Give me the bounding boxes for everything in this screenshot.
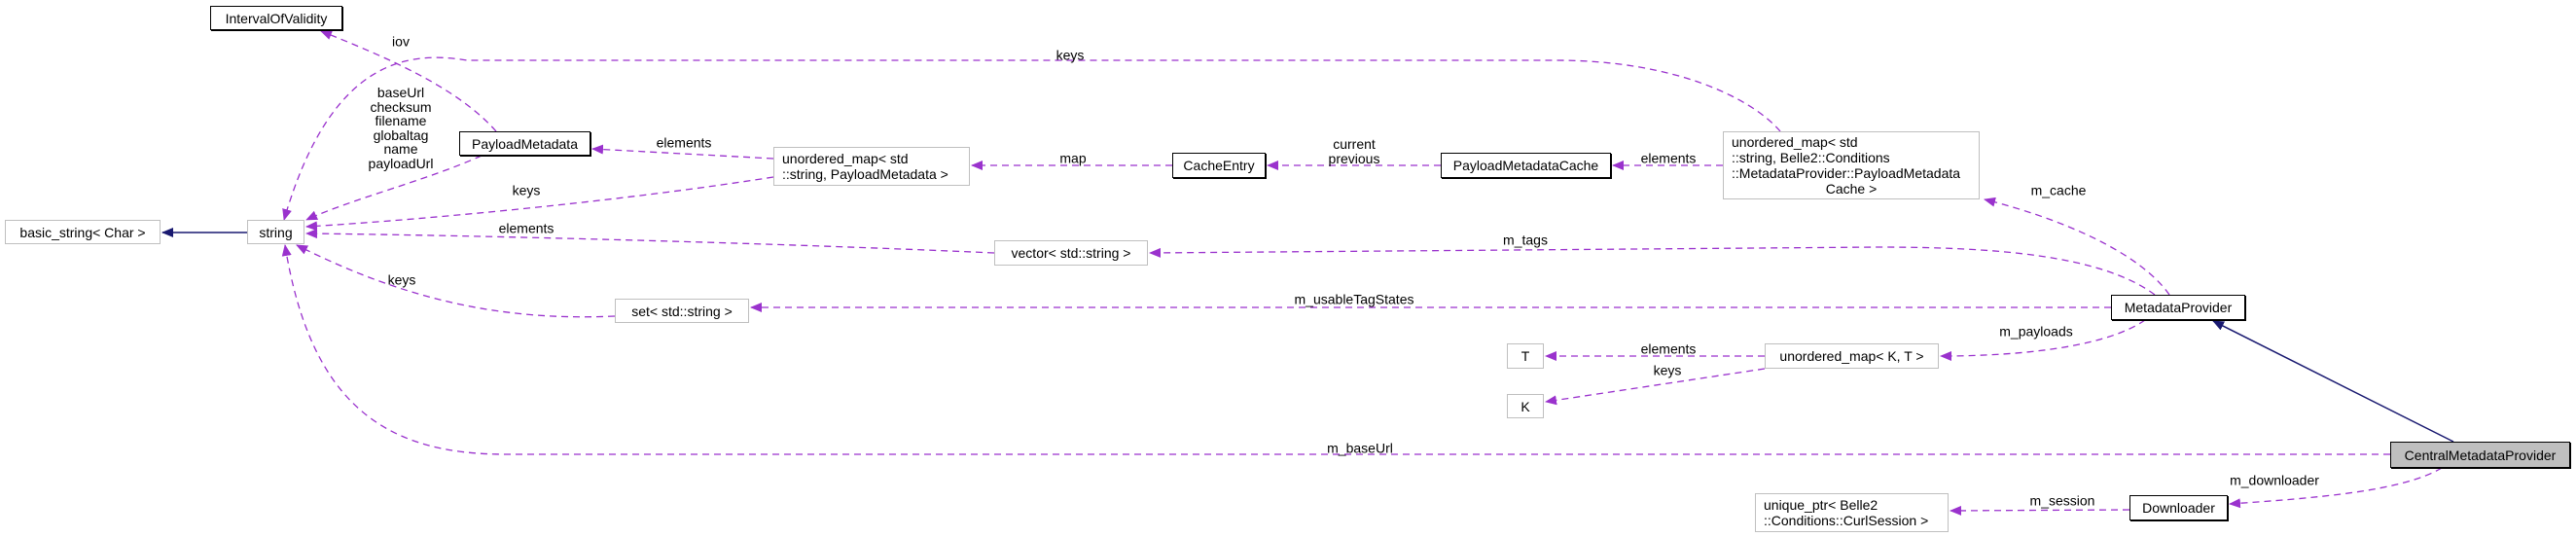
field-label: globaltag <box>373 126 429 143</box>
field-label: current <box>1333 136 1376 152</box>
edge-label-kt-keys: keys <box>1653 362 1682 378</box>
node-t[interactable]: T <box>1507 343 1544 369</box>
node-k[interactable]: K <box>1507 394 1544 418</box>
node-basic-string[interactable]: basic_string< Char > <box>5 220 161 244</box>
edge-label-m-session: m_session <box>2029 492 2095 509</box>
edge-m-payloads <box>1940 319 2146 361</box>
edge-label-vector-elements: elements <box>498 220 555 236</box>
field-label: name <box>383 141 418 157</box>
node-cache-entry[interactable]: CacheEntry <box>1172 153 1266 178</box>
edge-label-m-base-url: m_baseUrl <box>1327 440 1393 456</box>
edge-umap-pm-elements <box>591 144 774 160</box>
field-label: baseUrl <box>376 85 425 100</box>
edge-umap-pm-keys <box>305 176 774 232</box>
node-label: ::MetadataProvider::PayloadMetadata <box>1732 165 1961 181</box>
node-label: CacheEntry <box>1183 158 1255 173</box>
edge-label-kt-elements: elements <box>1640 340 1697 357</box>
node-metadata-provider[interactable]: MetadataProvider <box>2111 295 2245 320</box>
edge-label-m-tags: m_tags <box>1503 232 1548 248</box>
node-label: string <box>259 224 293 240</box>
field-label: checksum <box>370 98 432 115</box>
node-central-metadata-provider[interactable]: CentralMetadataProvider <box>2390 442 2570 468</box>
node-payload-metadata-cache[interactable]: PayloadMetadataCache <box>1441 153 1611 178</box>
node-payload-metadata[interactable]: PayloadMetadata <box>459 131 590 156</box>
node-label: basic_string< Char > <box>19 224 146 240</box>
field-label: filename <box>375 113 427 128</box>
edge-label-m-downloader: m_downloader <box>2230 472 2319 488</box>
edge-label-umap-pm-keys: keys <box>512 182 541 198</box>
node-label: T <box>1521 348 1530 364</box>
edge-label-m-payloads: m_payloads <box>1999 323 2073 340</box>
edge-payload-fields <box>305 155 483 221</box>
node-label: K <box>1521 398 1530 414</box>
field-label: payloadUrl <box>368 155 434 171</box>
edge-inherit-metadata-provider <box>2212 320 2454 443</box>
edge-m-tags <box>1149 246 2156 296</box>
node-label: unordered_map< K, T > <box>1779 348 1924 364</box>
node-set-string[interactable]: set< std::string > <box>615 299 749 323</box>
node-vector-string[interactable]: vector< std::string > <box>994 240 1148 266</box>
edge-label-fields: baseUrl checksum filename globaltag name… <box>369 86 434 170</box>
edge-label-map: map <box>1059 150 1087 166</box>
node-label: Cache > <box>1825 181 1878 197</box>
edge-label-current-previous: current previous <box>1329 137 1380 165</box>
node-umap-payload-metadata[interactable]: unordered_map< std::string, PayloadMetad… <box>773 147 970 186</box>
node-label: CentralMetadataProvider <box>2404 447 2557 463</box>
node-label: PayloadMetadataCache <box>1452 158 1599 173</box>
node-umap-cache[interactable]: unordered_map< std::string, Belle2::Cond… <box>1723 131 1980 199</box>
node-label: IntervalOfValidity <box>225 10 328 26</box>
node-label: ::string, PayloadMetadata > <box>782 166 948 182</box>
node-label: set< std::string > <box>631 303 733 319</box>
edge-label-iov: iov <box>392 33 410 50</box>
edge-kt-keys <box>1545 368 1766 406</box>
node-interval-of-validity[interactable]: IntervalOfValidity <box>210 6 342 30</box>
edge-label-cache-keys: keys <box>1055 47 1085 63</box>
node-label: Downloader <box>2142 500 2215 516</box>
edge-label-set-keys: keys <box>387 271 416 288</box>
edge-label-umap-pm-elements: elements <box>656 134 712 151</box>
node-downloader[interactable]: Downloader <box>2129 495 2228 520</box>
edge-iov <box>320 30 497 132</box>
field-label: previous <box>1328 150 1380 166</box>
edge-m-cache <box>1984 197 2170 296</box>
node-label: vector< std::string > <box>1011 245 1131 261</box>
node-label: unordered_map< std <box>1732 134 1858 150</box>
edge-label-m-cache: m_cache <box>2030 182 2087 198</box>
edge-set-keys <box>296 244 616 318</box>
edge-m-session <box>1950 505 2130 516</box>
node-label: MetadataProvider <box>2124 300 2233 315</box>
node-unique-ptr-curl-session[interactable]: unique_ptr< Belle2::Conditions::CurlSess… <box>1755 493 1949 532</box>
edge-label-cache-elements: elements <box>1640 150 1697 166</box>
node-string[interactable]: string <box>247 220 304 244</box>
node-label: unique_ptr< Belle2 <box>1764 497 1878 513</box>
node-label: ::Conditions::CurlSession > <box>1764 513 1929 528</box>
edge-m-base-url <box>281 244 2390 455</box>
node-label: unordered_map< std <box>782 151 909 166</box>
edge-cache-keys <box>282 56 1781 221</box>
node-label: PayloadMetadata <box>472 135 578 152</box>
edge-label-m-usable-tag-states: m_usableTagStates <box>1294 291 1414 307</box>
node-label: ::string, Belle2::Conditions <box>1732 150 1890 165</box>
edge-vector-elements <box>305 229 995 254</box>
node-umap-kt[interactable]: unordered_map< K, T > <box>1765 343 1939 369</box>
